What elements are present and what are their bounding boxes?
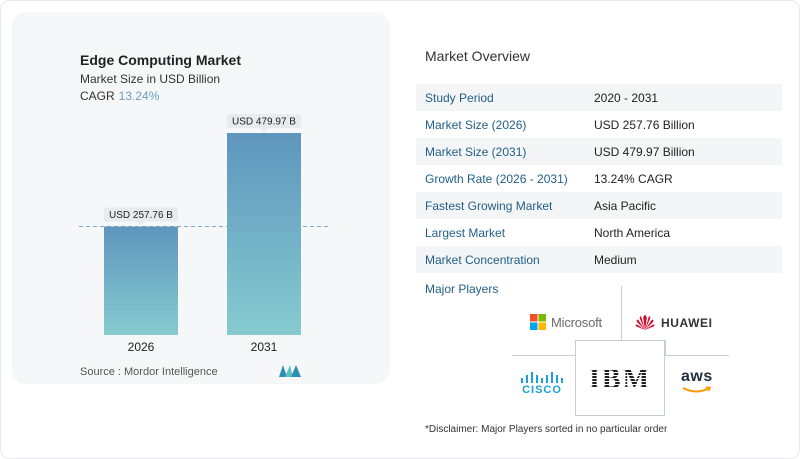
data-label: USD 257.76 B <box>109 210 173 221</box>
cagr-label: CAGR <box>80 89 115 103</box>
x-tick-label: 2026 <box>128 340 155 354</box>
overview-row: Growth Rate (2026 - 2031) 13.24% CAGR <box>416 165 782 192</box>
data-label-bg <box>227 114 301 128</box>
overview-row-value: USD 479.97 Billion <box>594 144 695 159</box>
huawei-logo: HUAWEI <box>635 314 713 331</box>
major-players-title: Major Players <box>425 282 499 296</box>
overview-row-value: Asia Pacific <box>594 198 657 213</box>
microsoft-name: Microsoft <box>551 314 602 330</box>
aws-smile-icon <box>682 386 712 393</box>
huawei-name: HUAWEI <box>661 315 713 330</box>
bar <box>227 133 301 335</box>
players-divider <box>665 340 666 355</box>
overview-row-value: Medium <box>594 252 637 267</box>
overview-row: Market Size (2026) USD 257.76 Billion <box>416 111 782 138</box>
ibm-logo: IBM <box>589 364 651 392</box>
aws-name: aws <box>681 368 713 385</box>
overview-row-label: Growth Rate (2026 - 2031) <box>425 171 568 186</box>
aws-logo: aws <box>681 368 713 394</box>
chart-card <box>12 12 390 384</box>
overview-row-label: Market Size (2026) <box>425 117 527 132</box>
overview-row: Market Size (2031) USD 479.97 Billion <box>416 138 782 165</box>
overview-row-value: 13.24% CAGR <box>594 171 673 186</box>
overview-row-label: Largest Market <box>425 225 506 240</box>
bar <box>104 226 178 335</box>
data-label: USD 479.97 B <box>232 117 296 128</box>
overview-row-label: Market Size (2031) <box>425 144 527 159</box>
chart-title: Edge Computing Market <box>80 52 242 68</box>
overview-row-value: 2020 - 2031 <box>594 90 659 105</box>
overview-row-label: Market Concentration <box>425 252 540 267</box>
bar-chart: USD 257.76 B 2026 USD 479.97 B 2031 <box>79 114 329 354</box>
overview-title: Market Overview <box>425 48 531 64</box>
overview-row-label: Study Period <box>425 90 494 105</box>
cisco-name: CISCO <box>522 384 562 396</box>
ibm-name: IBM <box>589 364 651 392</box>
players-divider <box>575 340 576 355</box>
overview-row-value: USD 257.76 Billion <box>594 117 695 132</box>
microsoft-logo: Microsoft <box>530 314 602 330</box>
data-label-pointer <box>260 128 268 132</box>
players-divider <box>621 286 622 340</box>
overview-row: Largest Market North America <box>416 219 782 246</box>
chart-subtitle: Market Size in USD Billion <box>80 72 221 86</box>
disclaimer: *Disclaimer: Major Players sorted in no … <box>425 424 668 435</box>
huawei-icon <box>635 315 655 330</box>
players-divider <box>575 340 666 341</box>
overview-row: Study Period 2020 - 2031 <box>416 84 782 111</box>
cisco-logo: CISCO <box>520 372 564 396</box>
overview-table: Study Period 2020 - 2031 Market Size (2026… <box>416 84 782 273</box>
players-divider <box>665 355 729 356</box>
data-label-bg <box>104 207 178 222</box>
overview-row: Market Concentration Medium <box>416 246 782 273</box>
players-divider <box>512 355 575 356</box>
cisco-bars-icon <box>521 372 563 383</box>
data-label-pointer <box>137 221 145 226</box>
overview-row-label: Fastest Growing Market <box>425 198 553 213</box>
cagr-value: 13.24% <box>118 89 160 103</box>
source-note: Source : Mordor Intelligence <box>80 366 218 378</box>
overview-row-value: North America <box>594 225 671 240</box>
mordor-intelligence-logo-icon <box>279 365 301 377</box>
overview-row: Fastest Growing Market Asia Pacific <box>416 192 782 219</box>
cagr-line: CAGR 13.24% <box>80 89 159 103</box>
microsoft-icon <box>530 314 546 330</box>
x-tick-label: 2031 <box>251 340 278 354</box>
ibm-box <box>575 340 665 416</box>
